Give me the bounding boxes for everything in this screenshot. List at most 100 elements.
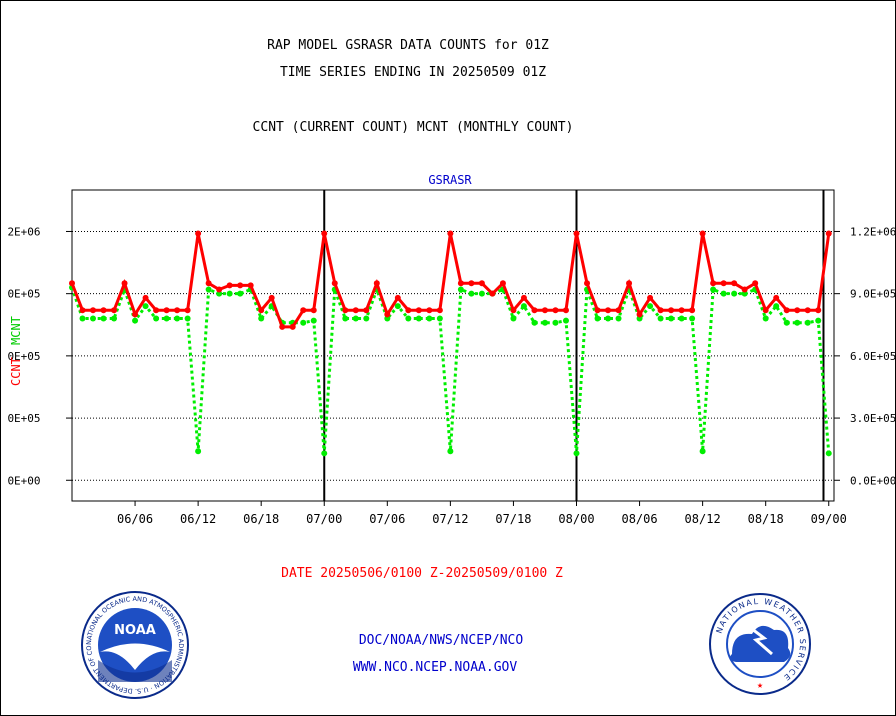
data-point-ccnt <box>405 307 412 314</box>
data-point-mcnt <box>195 448 202 455</box>
x-tick-label: 06/18 <box>243 512 279 526</box>
data-point-ccnt <box>541 307 548 314</box>
data-point-ccnt <box>331 280 338 287</box>
data-point-ccnt <box>415 307 422 314</box>
data-point-mcnt <box>720 290 727 297</box>
x-tick-label: 09/00 <box>811 512 847 526</box>
x-tick-label: 08/12 <box>685 512 721 526</box>
date-range-label: DATE 20250506/0100 Z-20250509/0100 Z <box>281 566 563 581</box>
data-point-ccnt <box>195 230 202 237</box>
data-point-mcnt <box>405 315 412 322</box>
data-point-ccnt <box>499 280 506 287</box>
data-point-mcnt <box>605 315 612 322</box>
data-point-mcnt <box>426 315 433 322</box>
data-point-mcnt <box>174 315 181 322</box>
data-point-mcnt <box>689 315 696 322</box>
data-point-ccnt <box>457 280 464 287</box>
y-axis-label-ccnt: CCNT <box>9 357 23 386</box>
doc-noaa-link[interactable]: DOC/NOAA/NWS/NCEP/NCO <box>358 633 524 648</box>
data-point-mcnt <box>153 315 160 322</box>
data-point-ccnt <box>352 307 359 314</box>
data-point-mcnt <box>815 317 822 324</box>
y-axis-right-ticks: 1.2E+06 9.0E+05 6.0E+05 3.0E+05 0.0E+00 <box>834 225 896 487</box>
data-point-ccnt <box>216 286 223 293</box>
data-point-ccnt <box>510 307 517 314</box>
series-lines <box>69 230 832 457</box>
data-point-ccnt <box>794 307 801 314</box>
plot-border <box>71 189 835 502</box>
data-point-ccnt <box>289 323 296 330</box>
data-point-mcnt <box>699 448 706 455</box>
x-tick-label: 07/06 <box>369 512 405 526</box>
data-point-ccnt <box>731 280 738 287</box>
data-point-ccnt <box>710 280 717 287</box>
data-point-ccnt <box>121 280 128 287</box>
chart-area: GSRASR 2E+06 0E+05 0E+05 0E+05 0E+00 1.2E+06… <box>7 173 896 526</box>
data-point-mcnt <box>573 450 580 457</box>
data-point-ccnt <box>237 282 244 289</box>
data-point-ccnt <box>573 230 580 237</box>
data-point-mcnt <box>352 315 359 322</box>
data-point-mcnt <box>436 315 443 322</box>
data-point-ccnt <box>562 307 569 314</box>
data-point-mcnt <box>541 319 548 326</box>
data-point-mcnt <box>773 303 780 310</box>
data-point-ccnt <box>605 307 612 314</box>
data-point-ccnt <box>258 307 265 314</box>
data-point-mcnt <box>205 286 212 293</box>
data-point-ccnt <box>478 280 485 287</box>
data-point-mcnt <box>794 319 801 326</box>
noaa-logo-label: NOAA <box>114 623 156 638</box>
chart-subtitle: CCNT (CURRENT COUNT) MCNT (MONTHLY COUNT… <box>252 120 574 135</box>
data-point-ccnt <box>689 307 696 314</box>
data-point-ccnt <box>815 307 822 314</box>
x-tick-label: 08/00 <box>558 512 594 526</box>
data-point-ccnt <box>363 307 370 314</box>
data-point-ccnt <box>762 307 769 314</box>
data-point-ccnt <box>636 311 643 318</box>
data-point-ccnt <box>626 280 633 287</box>
data-point-mcnt <box>394 303 401 310</box>
data-point-ccnt <box>447 230 454 237</box>
data-point-ccnt <box>804 307 811 314</box>
nco-website-link[interactable]: WWW.NCO.NCEP.NOAA.GOV <box>352 660 518 675</box>
data-point-mcnt <box>615 315 622 322</box>
y-axis-label-mcnt: MCNT <box>9 316 23 345</box>
data-point-mcnt <box>457 286 464 293</box>
data-point-ccnt <box>174 307 181 314</box>
data-point-mcnt <box>510 315 517 322</box>
data-point-ccnt <box>657 307 664 314</box>
data-point-mcnt <box>216 290 223 297</box>
data-point-ccnt <box>226 282 233 289</box>
data-point-mcnt <box>90 315 97 322</box>
data-point-mcnt <box>678 315 685 322</box>
data-point-mcnt <box>142 303 149 310</box>
data-point-ccnt <box>321 230 328 237</box>
data-point-ccnt <box>300 307 307 314</box>
data-point-ccnt <box>184 307 191 314</box>
data-point-ccnt <box>825 230 832 237</box>
x-tick-label: 06/06 <box>117 512 153 526</box>
data-point-mcnt <box>258 315 265 322</box>
data-point-ccnt <box>373 280 380 287</box>
data-point-mcnt <box>657 315 664 322</box>
data-point-ccnt <box>394 294 401 301</box>
data-point-ccnt <box>699 230 706 237</box>
data-point-mcnt <box>636 315 643 322</box>
data-point-mcnt <box>520 303 527 310</box>
data-point-ccnt <box>647 294 654 301</box>
y-tick-label-left: 0E+00 <box>7 474 40 487</box>
data-point-mcnt <box>111 315 118 322</box>
y-tick-label-right: 6.0E+05 <box>850 350 896 363</box>
data-point-mcnt <box>562 317 569 324</box>
y-tick-label-left: 2E+06 <box>7 225 40 238</box>
y-tick-label-right: 0.0E+00 <box>850 474 896 487</box>
data-point-mcnt <box>237 290 244 297</box>
series-line-ccnt <box>70 233 831 329</box>
data-point-ccnt <box>584 280 591 287</box>
data-point-mcnt <box>668 315 675 322</box>
noaa-logo: NOAA NATIONAL OCEANIC AND ATMOSPHERIC AD… <box>80 590 189 699</box>
data-point-mcnt <box>710 286 717 293</box>
data-point-ccnt <box>205 280 212 287</box>
data-point-ccnt <box>752 280 759 287</box>
